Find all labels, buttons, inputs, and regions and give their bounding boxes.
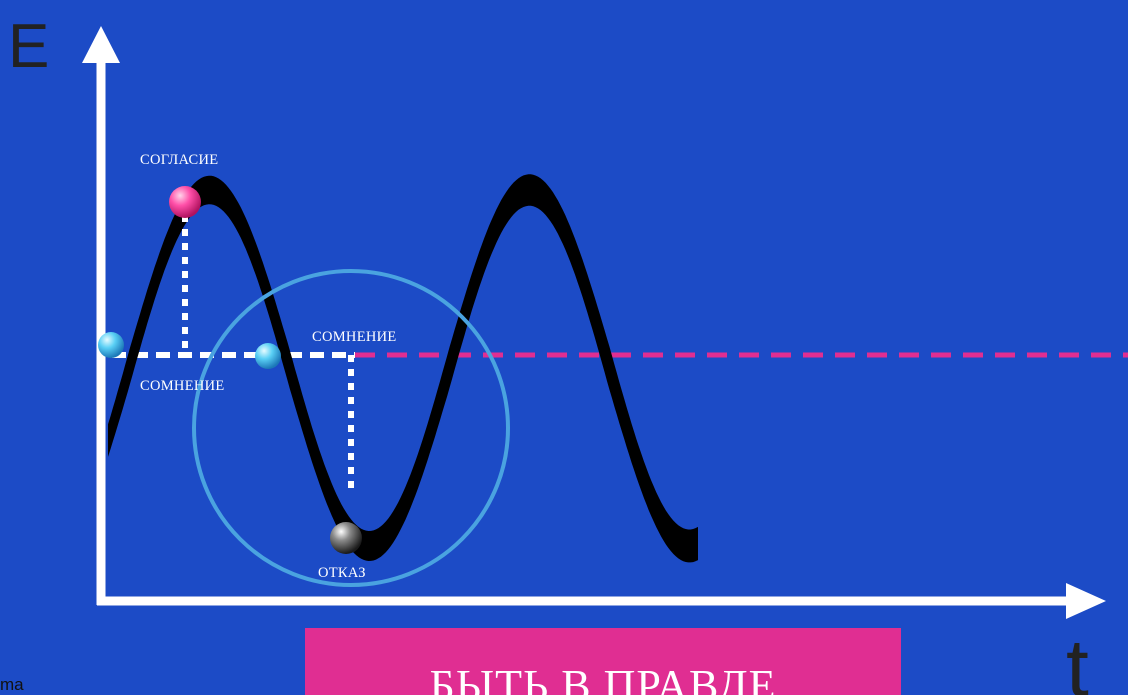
doubt-ball-left [98,332,124,358]
doubt-label-left: СОМНЕНИЕ [140,378,225,394]
x-axis-label: t [1066,623,1089,695]
agree-label: СОГЛАСИЕ [140,152,219,168]
x-axis-arrow [1066,583,1106,619]
y-axis-label: E [8,12,50,81]
agree-ball [169,186,201,218]
corner-text: ma [0,675,24,694]
refuse-ball [330,522,362,554]
doubt-label-right: СОМНЕНИЕ [312,329,397,345]
highlight-circle [192,269,510,587]
wave-curve [108,174,698,563]
doubt-ball-right [255,343,281,369]
be-right-banner: БЫТЬ В ПРАВДЕ [305,628,901,695]
refuse-label: ОТКАЗ [318,565,366,581]
y-axis-arrow [82,26,120,63]
